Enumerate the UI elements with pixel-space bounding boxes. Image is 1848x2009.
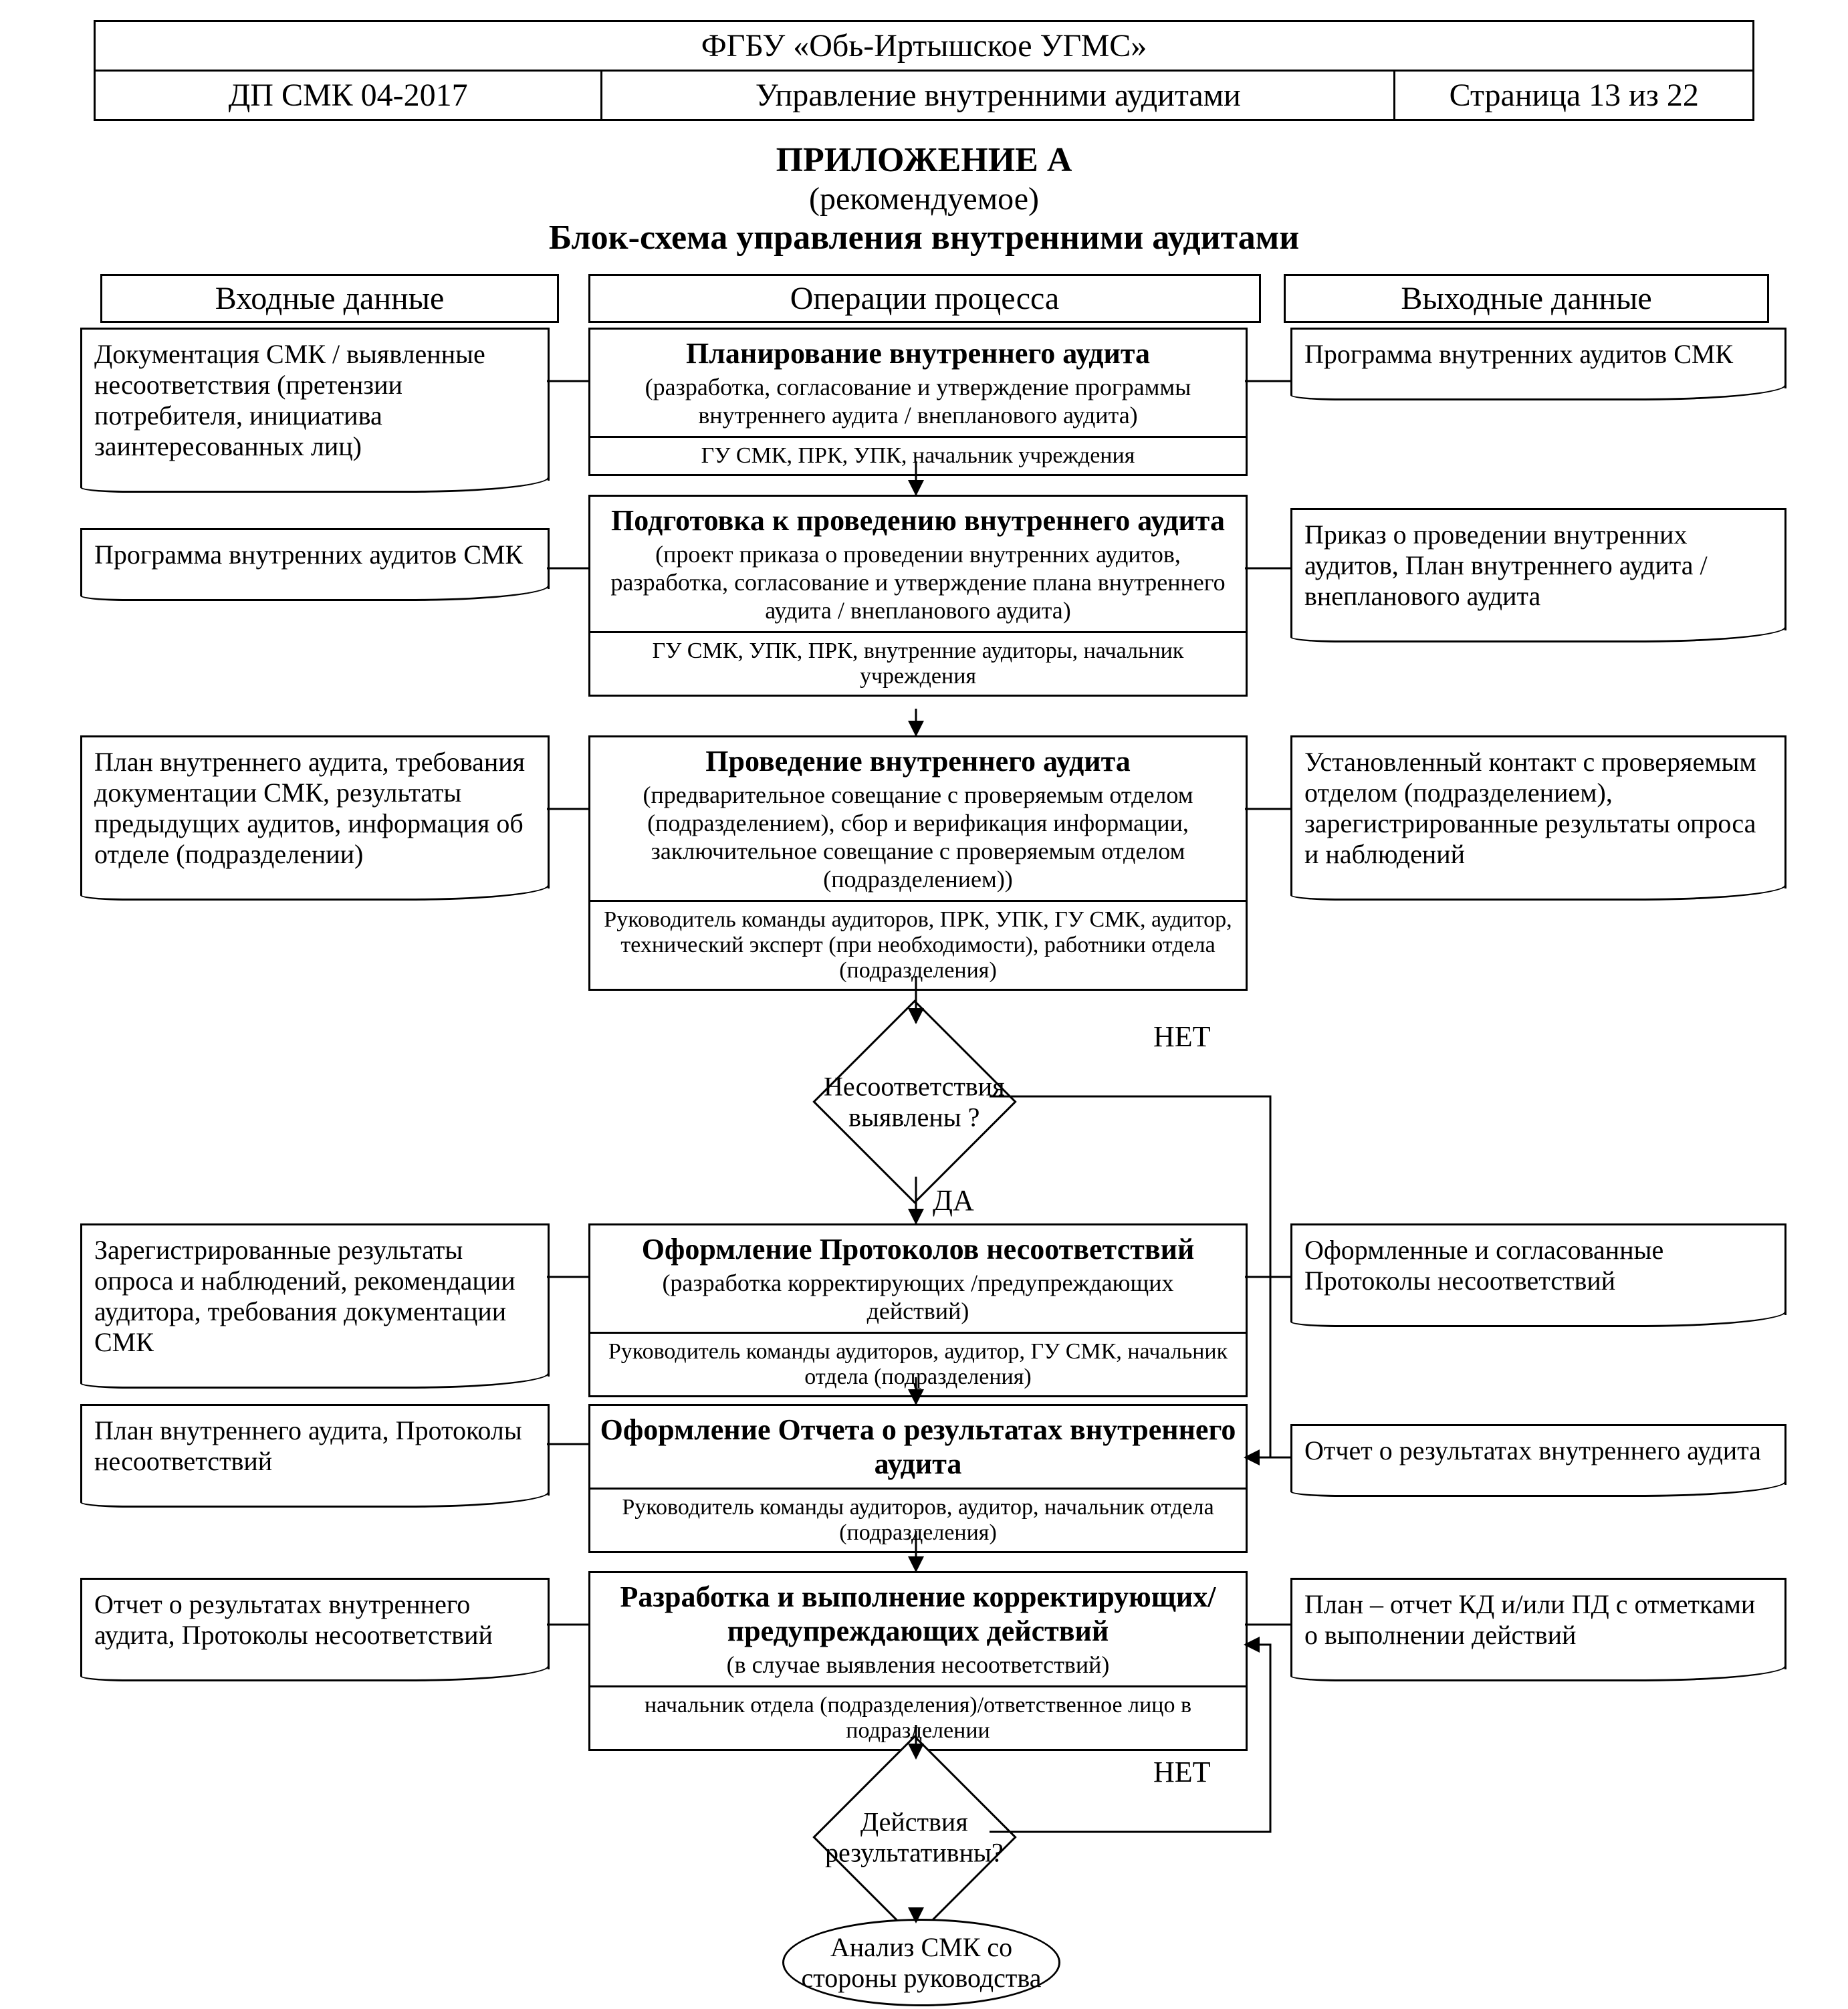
right-doc-3: Установленный контакт с проверяемым отде…	[1290, 735, 1786, 889]
step-2-actors: ГУ СМК, УПК, ПРК, внутренние аудиторы, н…	[590, 631, 1246, 695]
step-5-title: Оформление Отчета о результатах внутренн…	[590, 1406, 1246, 1484]
terminator: Анализ СМК со стороны руководства	[782, 1919, 1060, 2006]
right-doc-1: Программа внутренних аудитов СМК	[1290, 328, 1786, 388]
header-org: ФГБУ «Обь-Иртышское УГМС»	[95, 21, 1754, 71]
colhdr-left: Входные данные	[100, 274, 559, 323]
step-3-desc: (предварительное совещание с проверяемым…	[590, 781, 1246, 900]
step-4-desc: (разработка корректирующих /предупреждаю…	[590, 1269, 1246, 1332]
left-doc-6: Отчет о результатах внутреннего аудита, …	[80, 1578, 550, 1669]
step-1-title: Планирование внутреннего аудита	[590, 330, 1246, 373]
page: ФГБУ «Обь-Иртышское УГМС» ДП СМК 04-2017…	[0, 0, 1848, 2006]
left-doc-2: Программа внутренних аудитов СМК	[80, 528, 550, 589]
right-doc-4: Оформленные и согласованные Протоколы не…	[1290, 1223, 1786, 1315]
left-doc-1: Документация СМК / выявленные несоответс…	[80, 328, 550, 481]
step-3-title: Проведение внутреннего аудита	[590, 737, 1246, 781]
right-doc-5: Отчет о результатах внутреннего аудита	[1290, 1424, 1786, 1485]
decision-2-label: Действия результативны?	[774, 1807, 1054, 1869]
title-schema: Блок-схема управления внутренними аудита…	[0, 218, 1848, 257]
step-5-actors: Руководитель команды аудиторов, аудитор,…	[590, 1488, 1246, 1551]
step-6-desc: (в случае выявления несоответствий)	[590, 1651, 1246, 1685]
colhdr-center: Операции процесса	[588, 274, 1261, 323]
step-4-actors: Руководитель команды аудиторов, аудитор,…	[590, 1332, 1246, 1395]
colhdr-right: Выходные данные	[1284, 274, 1769, 323]
step-2-desc: (проект приказа о проведении внутренних …	[590, 540, 1246, 631]
terminator-label: Анализ СМК со стороны руководства	[791, 1932, 1052, 1994]
header-page: Страница 13 из 22	[1395, 71, 1754, 120]
step-2: Подготовка к проведению внутреннего ауди…	[588, 495, 1248, 697]
header-doc-title: Управление внутренними аудитами	[602, 71, 1395, 120]
step-5: Оформление Отчета о результатах внутренн…	[588, 1404, 1248, 1553]
decision-1: Несоответствия выявлены ?	[812, 999, 1016, 1203]
decision-1-label: Несоответствия выявлены ?	[774, 1072, 1054, 1133]
step-2-title: Подготовка к проведению внутреннего ауди…	[590, 497, 1246, 540]
header-doc-code: ДП СМК 04-2017	[95, 71, 602, 120]
title-appendix: ПРИЛОЖЕНИЕ А	[0, 140, 1848, 180]
step-1-desc: (разработка, согласование и утверждение …	[590, 373, 1246, 436]
left-doc-5: План внутреннего аудита, Протоколы несоо…	[80, 1404, 550, 1496]
right-doc-6: План – отчет КД и/или ПД с отметками о в…	[1290, 1578, 1786, 1669]
decision-2-no: НЕТ	[1153, 1755, 1211, 1789]
step-4: Оформление Протоколов несоответствий (ра…	[588, 1223, 1248, 1397]
decision-2: Действия результативны?	[812, 1735, 1016, 1939]
step-1-actors: ГУ СМК, ПРК, УПК, начальник учреждения	[590, 436, 1246, 474]
step-6-title: Разработка и выполнение корректирующих/п…	[590, 1573, 1246, 1651]
decision-1-yes: ДА	[933, 1183, 974, 1217]
header-table: ФГБУ «Обь-Иртышское УГМС» ДП СМК 04-2017…	[94, 20, 1754, 121]
right-doc-2: Приказ о проведении внутренних аудитов, …	[1290, 508, 1786, 630]
step-6: Разработка и выполнение корректирующих/п…	[588, 1571, 1248, 1751]
step-3-actors: Руководитель команды аудиторов, ПРК, УПК…	[590, 900, 1246, 989]
title-recommended: (рекомендуемое)	[0, 181, 1848, 217]
step-3: Проведение внутреннего аудита (предварит…	[588, 735, 1248, 991]
decision-1-no: НЕТ	[1153, 1020, 1211, 1054]
step-1: Планирование внутреннего аудита (разрабо…	[588, 328, 1248, 476]
left-doc-4: Зарегистрированные результаты опроса и н…	[80, 1223, 550, 1377]
step-4-title: Оформление Протоколов несоответствий	[590, 1225, 1246, 1269]
left-doc-3: План внутреннего аудита, требования доку…	[80, 735, 550, 889]
